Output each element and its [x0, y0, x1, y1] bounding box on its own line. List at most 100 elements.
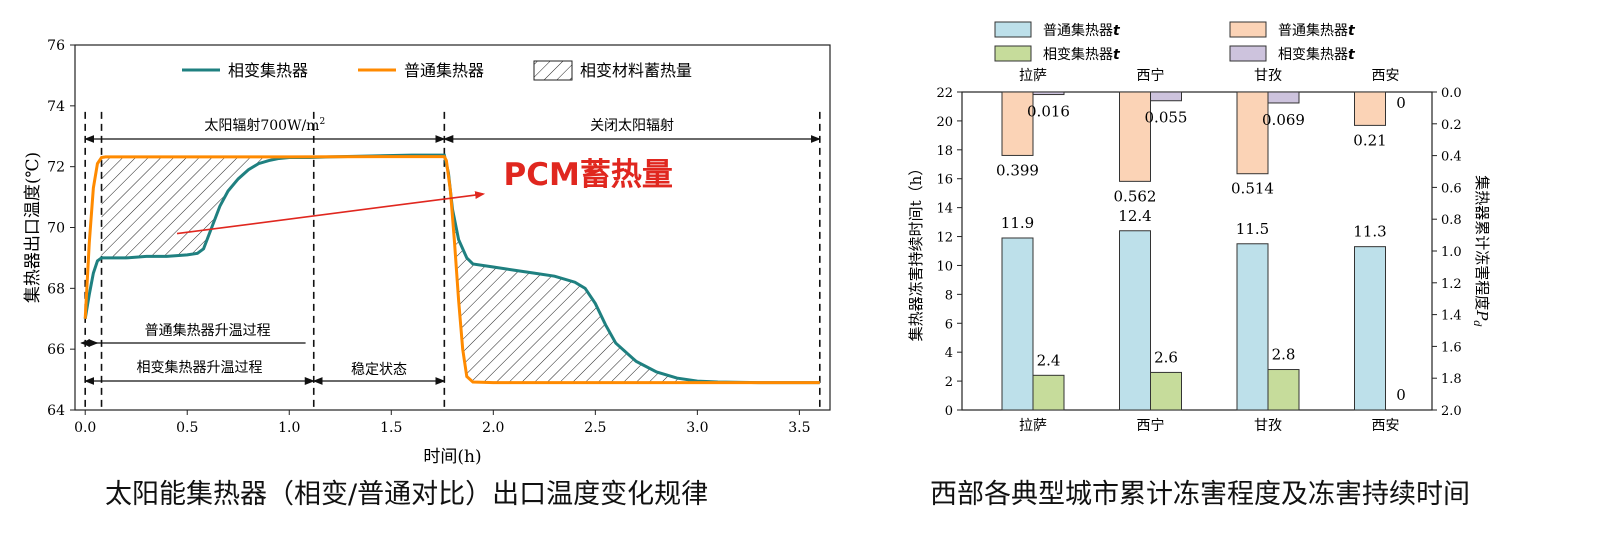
bar-label-normal-damage: 0.562	[1114, 187, 1157, 205]
bar-label-pcm-duration: 0	[1396, 386, 1406, 404]
bar-label-pcm-damage: 0	[1396, 94, 1406, 112]
series-line-normal	[83, 155, 820, 385]
legend-label-0: 普通集热器t	[1043, 22, 1121, 39]
bar-normal-damage	[1001, 91, 1034, 156]
y-tick-label: 70	[47, 221, 65, 237]
legend-swatch-1	[1229, 21, 1267, 38]
y-tick-label: 74	[47, 99, 65, 115]
bar-label-normal-duration: 12.4	[1118, 207, 1151, 225]
bar-label-normal-damage: 0.21	[1353, 131, 1386, 149]
pcm-storage-area-heating	[101, 156, 298, 258]
x-category-label-bottom: 甘孜	[1254, 418, 1282, 434]
legend-label-pcm: 相变集热器	[228, 61, 308, 80]
legend-label-storage: 相变材料蓄热量	[580, 61, 692, 80]
x-tick-label: 3.5	[788, 420, 810, 436]
bar-label-pcm-damage: 0.069	[1262, 111, 1305, 129]
bar-normal-duration	[1001, 237, 1034, 411]
x-tick-label: 2.0	[482, 420, 504, 436]
legend-swatch-storage	[533, 60, 573, 81]
right-y-tick-label: 0.6	[1441, 181, 1462, 196]
right-y-tick-label: 1.4	[1441, 309, 1462, 324]
bar-label-normal-duration: 11.9	[1001, 214, 1034, 232]
left-y-tick-label: 4	[945, 346, 953, 361]
temperature-line-chart: 64 66 68 70 72 74 76 0.0 0.5 1.0 1.5 2.0 2.5 3.0 3.5 时间…	[23, 38, 831, 467]
x-tick-label: 1.5	[380, 420, 402, 436]
bar-normal-duration	[1354, 246, 1386, 411]
bar-label-normal-damage: 0.399	[996, 161, 1039, 179]
y-tick-label: 66	[47, 342, 65, 358]
right-y-tick-label: 1.8	[1441, 372, 1462, 387]
left-y-tick-label: 22	[936, 86, 953, 101]
bar-label-pcm-duration: 2.6	[1154, 348, 1178, 366]
right-y-tick-label: 0.2	[1441, 118, 1462, 133]
left-y-tick-label: 6	[945, 317, 953, 332]
x-tick-label: 2.5	[584, 420, 606, 436]
left-y-tick-label: 14	[936, 202, 953, 217]
right-y-axis-title: 集热器累计冻害程度Pd	[1471, 175, 1491, 327]
annotation-pcm-heating: 相变集热器升温过程	[136, 359, 262, 376]
left-y-tick-label: 20	[936, 115, 953, 130]
left-y-tick-label: 16	[936, 173, 953, 188]
right-y-tick-label: 2.0	[1441, 404, 1462, 419]
left-y-tick-label: 12	[936, 231, 953, 246]
bar-pcm-duration	[1150, 371, 1182, 411]
x-category-label-top: 西安	[1372, 68, 1400, 84]
annotation-radiation-on: 太阳辐射700W/m2	[204, 117, 325, 134]
left-y-axis-title: 集热器冻害持续时间t（h）	[907, 161, 925, 342]
right-figure-caption: 西部各典型城市累计冻害程度及冻害持续时间	[930, 479, 1470, 510]
x-category-label-bottom: 拉萨	[1019, 418, 1047, 434]
x-category-label-bottom: 西宁	[1137, 417, 1165, 434]
left-figure-caption: 太阳能集热器（相变/普通对比）出口温度变化规律	[105, 479, 709, 510]
bar-pcm-duration	[1267, 369, 1300, 411]
bar-label-pcm-duration: 2.8	[1272, 346, 1296, 364]
x-tick-label: 1.0	[278, 420, 300, 436]
bar-label-normal-damage: 0.514	[1231, 180, 1274, 198]
x-category-label-bottom: 西安	[1372, 418, 1400, 434]
right-y-tick-label: 0.4	[1441, 150, 1462, 165]
annotation-radiation-off: 关闭太阳辐射	[590, 118, 674, 134]
x-category-label-top: 西宁	[1137, 67, 1165, 84]
y-axis-title: 集热器出口温度(℃)	[23, 152, 43, 303]
legend-label-1: 普通集热器t	[1278, 22, 1356, 39]
right-y-tick-label: 1.0	[1441, 245, 1462, 260]
x-tick-label: 0.5	[176, 420, 198, 436]
pcm-annotation-arrow	[176, 191, 486, 235]
annotation-pcm-storage: PCM蓄热量	[504, 157, 673, 193]
bar-pcm-damage	[1150, 91, 1182, 102]
left-y-tick-label: 0	[945, 404, 953, 419]
y-tick-label: 64	[47, 403, 65, 419]
bar-pcm-damage	[1267, 91, 1300, 104]
right-y-tick-label: 1.2	[1441, 277, 1462, 292]
legend-label-normal: 普通集热器	[404, 61, 484, 80]
bar-pcm-damage	[1032, 91, 1065, 96]
y-tick-label: 68	[47, 281, 65, 297]
left-y-tick-label: 18	[936, 144, 953, 159]
annotation-steady-state: 稳定状态	[351, 362, 407, 378]
x-tick-label: 3.0	[686, 420, 708, 436]
right-y-tick-label: 1.6	[1441, 340, 1462, 355]
bar-normal-damage	[1119, 91, 1151, 182]
bar-label-pcm-duration: 2.4	[1037, 351, 1061, 369]
right-y-tick-label: 0.0	[1441, 86, 1462, 101]
y-tick-label: 76	[47, 38, 65, 54]
bar-normal-duration	[1236, 243, 1269, 411]
bar-label-normal-duration: 11.5	[1236, 220, 1269, 238]
legend-swatch-0	[994, 21, 1032, 38]
pcm-storage-area-cooling	[444, 155, 718, 383]
x-tick-label: 0.0	[74, 420, 96, 436]
left-y-tick-label: 8	[945, 288, 953, 303]
bar-normal-duration	[1119, 230, 1151, 411]
bar-normal-damage	[1236, 91, 1269, 175]
left-y-tick-label: 2	[945, 375, 953, 390]
bar-label-normal-duration: 11.3	[1353, 223, 1386, 241]
bar-normal-damage	[1354, 91, 1386, 126]
bar-label-pcm-damage: 0.016	[1027, 103, 1070, 121]
y-tick-label: 72	[47, 160, 65, 176]
x-axis-title: 时间(h)	[423, 447, 481, 467]
legend-label-2: 相变集热器t	[1043, 46, 1121, 63]
left-y-tick-label: 10	[936, 259, 953, 274]
bar-pcm-duration	[1032, 374, 1065, 411]
annotation-normal-heating: 普通集热器升温过程	[145, 322, 271, 339]
frost-bar-chart: 0 2 4 6 8 10 12 14 16 18 20 22 0.0 0.2 0.4 0.6 0.8 1.0 1.2…	[907, 21, 1491, 434]
